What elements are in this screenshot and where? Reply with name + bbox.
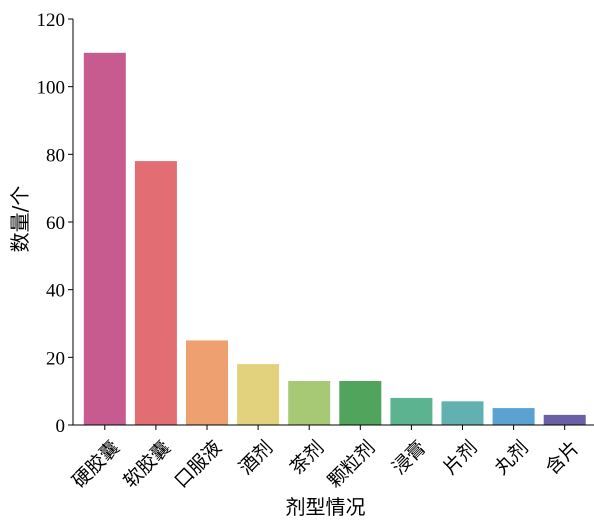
x-tick-label: 颗粒剂: [324, 437, 380, 493]
y-tick-label: 0: [56, 416, 66, 437]
bar-7: [390, 397, 433, 425]
bar-8: [441, 401, 484, 425]
x-tick-label: 片剂: [439, 437, 481, 479]
bar-2: [134, 161, 177, 425]
y-tick-label: 60: [46, 213, 65, 234]
bars-layer: [83, 52, 586, 425]
y-axis-title: 数量/个: [8, 186, 32, 253]
x-tick-label: 含片: [541, 437, 583, 479]
x-tick-label: 茶剂: [286, 437, 328, 479]
y-tick-label: 20: [46, 348, 65, 369]
bar-5: [288, 381, 331, 425]
x-tick-label: 酒剂: [235, 437, 277, 479]
x-axis-title: 剂型情况: [286, 495, 366, 519]
x-tick-label: 硬胶囊: [68, 437, 124, 493]
bar-6: [339, 381, 382, 425]
bar-3: [186, 340, 228, 425]
y-ticks: 0 20 40 60 80 100 120: [37, 10, 73, 437]
x-tick-label: 软胶囊: [119, 437, 175, 493]
x-tick-label: 口服液: [170, 437, 226, 493]
y-tick-label: 120: [37, 10, 66, 31]
bar-9: [492, 408, 535, 425]
bar-4: [237, 364, 280, 425]
bar-10: [543, 414, 586, 425]
bar-1: [83, 52, 126, 425]
y-tick-label: 80: [46, 145, 65, 166]
x-tick-label: 丸剂: [490, 437, 532, 479]
x-tick-label: 浸膏: [387, 436, 430, 479]
y-tick-label: 100: [37, 78, 66, 99]
y-tick-label: 40: [46, 281, 65, 302]
